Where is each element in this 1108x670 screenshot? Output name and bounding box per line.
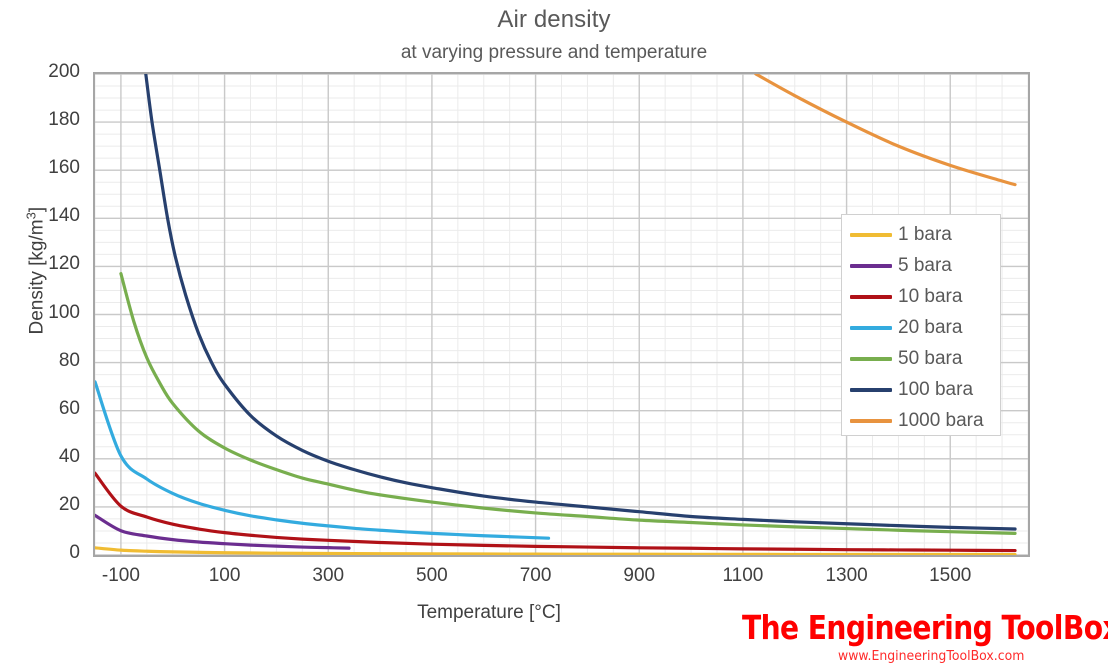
chart-subtitle: at varying pressure and temperature [400,42,708,63]
legend-color-swatch [850,387,892,392]
y-axis-tick: 120 [48,253,80,275]
legend-item-label: 50 bara [898,347,963,369]
brand-url: www.EngineeringToolBox.com [838,649,1025,664]
legend-item[interactable]: 5 bara [842,250,1000,281]
x-axis-label: Temperature [°C] [417,602,561,623]
x-axis-tick: 500 [416,565,448,586]
series-line-1000-bara [754,74,1017,187]
y-axis-tick: 140 [48,205,80,227]
legend: 1 bara 5 bara 10 bara 20 bara 50 bara 100 bar… [841,214,1001,436]
y-axis-tick: 160 [48,157,80,179]
series-group [95,74,1017,555]
y-axis-tick: 200 [48,61,80,82]
legend-color-swatch [850,263,892,268]
x-axis-tick: 1100 [722,565,764,586]
series-line-10-bara [95,471,1017,553]
legend-item-label: 100 bara [898,378,974,400]
legend-item-label: 1 bara [898,223,952,245]
branding: The Engineering ToolBox www.EngineeringT… [742,608,1108,664]
legend-item[interactable]: 100 bara [842,374,1000,405]
x-axis-tick: 900 [623,565,656,586]
legend-item[interactable]: 50 bara [842,343,1000,374]
y-axis-tick: 60 [58,397,80,419]
x-axis-tick: -100 [101,565,140,586]
series-line-20-bara [95,380,551,540]
legend-item[interactable]: 10 bara [842,281,1000,312]
legend-item-label: 5 bara [898,254,952,276]
x-axis-tick: 1300 [825,565,868,586]
series-line-5-bara [95,513,351,550]
x-axis-tick: 1500 [929,565,972,586]
legend-item[interactable]: 1000 bara [842,405,1000,436]
y-axis-tick: 0 [69,542,80,563]
legend-color-swatch [850,294,892,299]
legend-color-swatch [850,356,892,361]
x-axis-label-row: Temperature [°C] [0,602,1108,624]
y-axis-tick: 20 [58,493,80,515]
series-line-50-bara [119,272,1017,535]
brand-name: The Engineering ToolBox [742,608,1108,647]
x-axis-tick: 300 [312,565,345,586]
legend-item-label: 1000 bara [898,409,984,431]
y-axis-tick: 40 [58,445,80,467]
series-line-1-bara [95,546,1017,555]
legend-item[interactable]: 1 bara [842,219,1000,250]
x-axis-tick: 700 [519,565,552,586]
y-axis-tick: 80 [58,349,80,371]
legend-item-label: 10 bara [898,285,963,307]
legend-color-swatch [850,418,892,423]
y-axis-tick: 100 [48,301,80,323]
series-line-100-bara [144,74,1017,531]
legend-color-swatch [850,232,892,237]
legend-color-swatch [850,325,892,330]
x-axis-tick: 100 [208,565,241,586]
chart-title: Air density [497,6,611,33]
legend-item[interactable]: 20 bara [842,312,1000,343]
legend-item-label: 20 bara [898,316,963,338]
y-axis-tick: 180 [48,109,80,131]
